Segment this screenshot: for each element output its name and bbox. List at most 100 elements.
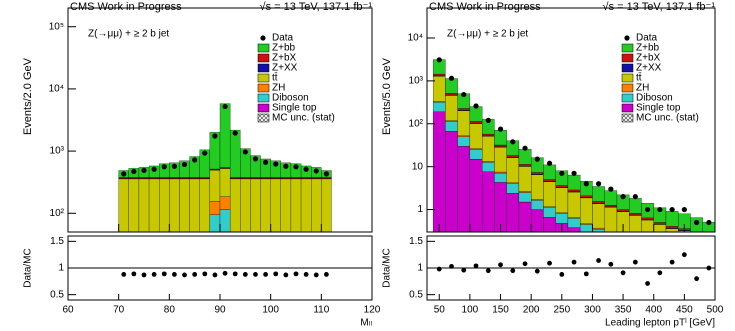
legend-label: Diboson [636,93,673,104]
data-point [323,171,329,177]
data-point [473,103,479,109]
stack-bar [641,219,654,232]
legend-swatch [257,63,270,73]
ratio-y-tick-label: 1.5 [50,236,64,247]
ratio-point [571,259,577,265]
stack-bar [555,213,569,224]
stack-bar [250,177,261,179]
stack-bar [148,178,160,232]
x-axis-label: Mₗₗ [360,318,372,329]
stack-bar [128,178,140,232]
y-tick-label: 10² [409,118,424,129]
stack-bar [189,177,200,179]
legend-swatch [257,83,270,93]
stack-bar [469,106,483,122]
data-point [669,206,675,213]
ratio-point [273,271,279,277]
legend-swatch [257,103,270,113]
legend-label: ZH [272,83,285,94]
stack-bar [219,196,231,210]
legend-swatch [257,73,270,83]
data-point [313,168,319,174]
legend-swatch [621,53,634,63]
x-tick-label: 400 [645,305,662,316]
x-tick-label: 200 [523,305,540,316]
ratio-point [473,263,479,269]
x-tick-label: 60 [62,305,74,316]
ratio-point [632,259,638,265]
stack-bar [469,123,483,149]
stack-bar [604,204,618,207]
y-axis-label: Events/2.0 GeV [22,57,34,135]
y-axis-label: Events/5.0 GeV [381,57,393,135]
legend-label: Z+bb [636,43,660,54]
ratio-point [534,268,540,274]
stack-bar [494,172,507,183]
data-point [644,206,651,213]
data-point [293,164,299,170]
stack-bar [270,178,281,232]
legend-label: Data [272,33,294,44]
ratio-point [303,272,309,277]
stack-bar [457,108,471,111]
annotation: Z(→μμ) + ≥ 2 b jet [88,29,169,40]
stack-bar [518,164,532,167]
legend-swatch [621,73,634,83]
stack-bar [229,177,241,179]
ratio-y-tick-label: 1.5 [409,236,423,247]
stack-bar [506,193,520,232]
ratio-point [263,272,268,277]
legend-marker [624,35,630,41]
data-point [448,75,455,81]
stack-bar [199,177,211,179]
data-point [131,168,137,175]
x-tick-label: 110 [313,305,329,316]
ratio-point [253,272,258,277]
stack-bar [469,158,483,232]
stack-bar [432,73,446,76]
data-point [121,171,127,177]
legend-label: Single top [636,103,681,114]
ratio-point [596,258,601,263]
stack-bar [518,149,532,165]
stack-bar [543,181,556,207]
legend-label: Z+XX [272,63,298,74]
legend-swatch [621,63,634,73]
stack-bar [580,197,593,224]
data-point [620,194,626,200]
ratio-point [681,252,687,258]
ratio-point [131,271,137,277]
stack-bar [665,211,679,227]
stack-bar [567,189,581,192]
x-tick-label: 500 [707,305,724,316]
legend-swatch [621,93,634,103]
data-point [181,161,188,168]
stack-bar [457,136,471,147]
legend-swatch [621,43,634,53]
ratio-point [449,264,454,269]
data-point [283,163,289,169]
data-point [510,139,516,145]
ratio-point [151,272,157,277]
stack-bar [219,168,231,197]
stack-bar [616,209,630,212]
legend-swatch [621,103,634,113]
ratio-point [283,272,289,278]
stack-bar [518,166,532,192]
stack-bar [457,146,471,232]
stack-bar [592,227,605,230]
stack-bar [494,147,507,173]
y-tick-label: 10⁵ [49,21,64,32]
ratio-point [559,272,565,277]
stack-bar [209,169,221,202]
ratio-point [669,259,675,265]
data-point [681,206,687,213]
stack-bar [169,177,180,179]
ratio-point [706,265,712,271]
stack-bar [592,203,605,229]
ratio-point [547,260,552,266]
stack-bar [506,155,520,158]
stack-bar [229,178,241,232]
stack-bar [592,201,605,204]
legend-marker [260,35,266,41]
